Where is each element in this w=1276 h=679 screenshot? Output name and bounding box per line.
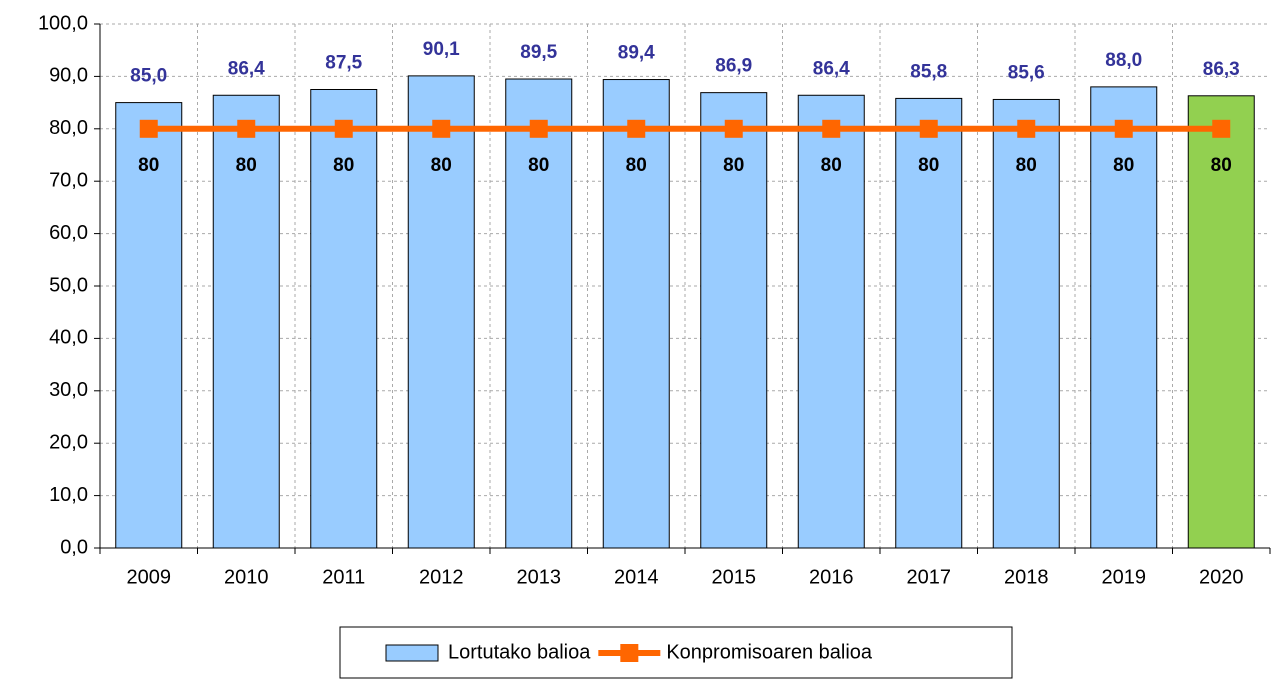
bar: [212, 94, 280, 549]
line-marker: [1114, 119, 1133, 138]
x-tick-label: 2014: [614, 566, 659, 588]
x-tick-label: 2011: [322, 566, 365, 588]
line-value-label: 80: [821, 155, 842, 176]
bar-value-label: 85,0: [130, 66, 167, 87]
line-marker: [139, 119, 158, 138]
y-tick-label: 80,0: [49, 117, 88, 139]
bar-value-label: 89,5: [520, 42, 557, 63]
line-value-label: 80: [236, 155, 257, 176]
y-tick-label: 10,0: [49, 484, 88, 506]
y-tick-label: 40,0: [49, 327, 88, 349]
line-marker: [919, 119, 938, 138]
bar-value-label: 86,9: [715, 56, 752, 77]
line-value-label: 80: [723, 155, 744, 176]
x-tick-label: 2009: [127, 566, 172, 588]
y-tick-label: 90,0: [49, 65, 88, 87]
line-value-label: 80: [626, 155, 647, 176]
bar: [797, 94, 865, 549]
bar-value-label: 88,0: [1105, 50, 1142, 71]
line-marker: [237, 119, 256, 138]
line-value-label: 80: [1211, 155, 1232, 176]
legend-swatch: [385, 644, 439, 662]
x-tick-label: 2019: [1102, 566, 1147, 588]
x-tick-label: 2012: [419, 566, 464, 588]
legend-box: [339, 626, 1013, 679]
line-value-label: 80: [333, 155, 354, 176]
line-marker: [1017, 119, 1036, 138]
legend-label: Lortutako balioa: [448, 641, 591, 663]
bar: [700, 92, 768, 549]
line-marker: [334, 119, 353, 138]
y-tick-label: 50,0: [49, 274, 88, 296]
legend-marker: [620, 644, 639, 662]
line-marker: [724, 119, 743, 138]
bar: [1187, 95, 1255, 549]
bar: [407, 75, 475, 549]
bar: [1090, 86, 1158, 549]
legend-label: Konpromisoaren balioa: [666, 641, 873, 663]
line-marker: [1212, 119, 1231, 138]
y-tick-label: 0,0: [60, 536, 88, 558]
line-value-label: 80: [431, 155, 452, 176]
bar-value-label: 89,4: [618, 43, 655, 64]
line-value-label: 80: [1016, 155, 1037, 176]
x-tick-label: 2010: [224, 566, 269, 588]
bar-value-label: 86,4: [813, 58, 850, 79]
bar-value-label: 90,1: [423, 39, 460, 60]
y-tick-label: 20,0: [49, 431, 88, 453]
bar-value-label: 85,8: [910, 61, 947, 82]
y-tick-label: 30,0: [49, 379, 88, 401]
line-marker: [822, 119, 841, 138]
line-marker: [529, 119, 548, 138]
x-tick-label: 2020: [1199, 566, 1244, 588]
line-value-label: 80: [528, 155, 549, 176]
y-tick-label: 60,0: [49, 222, 88, 244]
line-marker: [627, 119, 646, 138]
bar: [310, 89, 378, 549]
bar: [895, 97, 963, 549]
bar-value-label: 86,4: [228, 58, 265, 79]
x-tick-label: 2018: [1004, 566, 1049, 588]
x-tick-label: 2015: [712, 566, 757, 588]
bar-value-label: 86,3: [1203, 59, 1240, 80]
y-tick-label: 70,0: [49, 169, 88, 191]
line-value-label: 80: [138, 155, 159, 176]
x-tick-label: 2013: [517, 566, 562, 588]
x-tick-label: 2017: [907, 566, 952, 588]
line-marker: [432, 119, 451, 138]
x-tick-label: 2016: [809, 566, 854, 588]
y-tick-label: 100,0: [38, 12, 88, 34]
line-value-label: 80: [918, 155, 939, 176]
bar: [602, 79, 670, 549]
bar: [992, 98, 1060, 549]
bar: [115, 102, 183, 549]
bar-value-label: 85,6: [1008, 62, 1045, 83]
bar: [505, 78, 573, 549]
line-value-label: 80: [1113, 155, 1134, 176]
bar-value-label: 87,5: [325, 53, 362, 74]
